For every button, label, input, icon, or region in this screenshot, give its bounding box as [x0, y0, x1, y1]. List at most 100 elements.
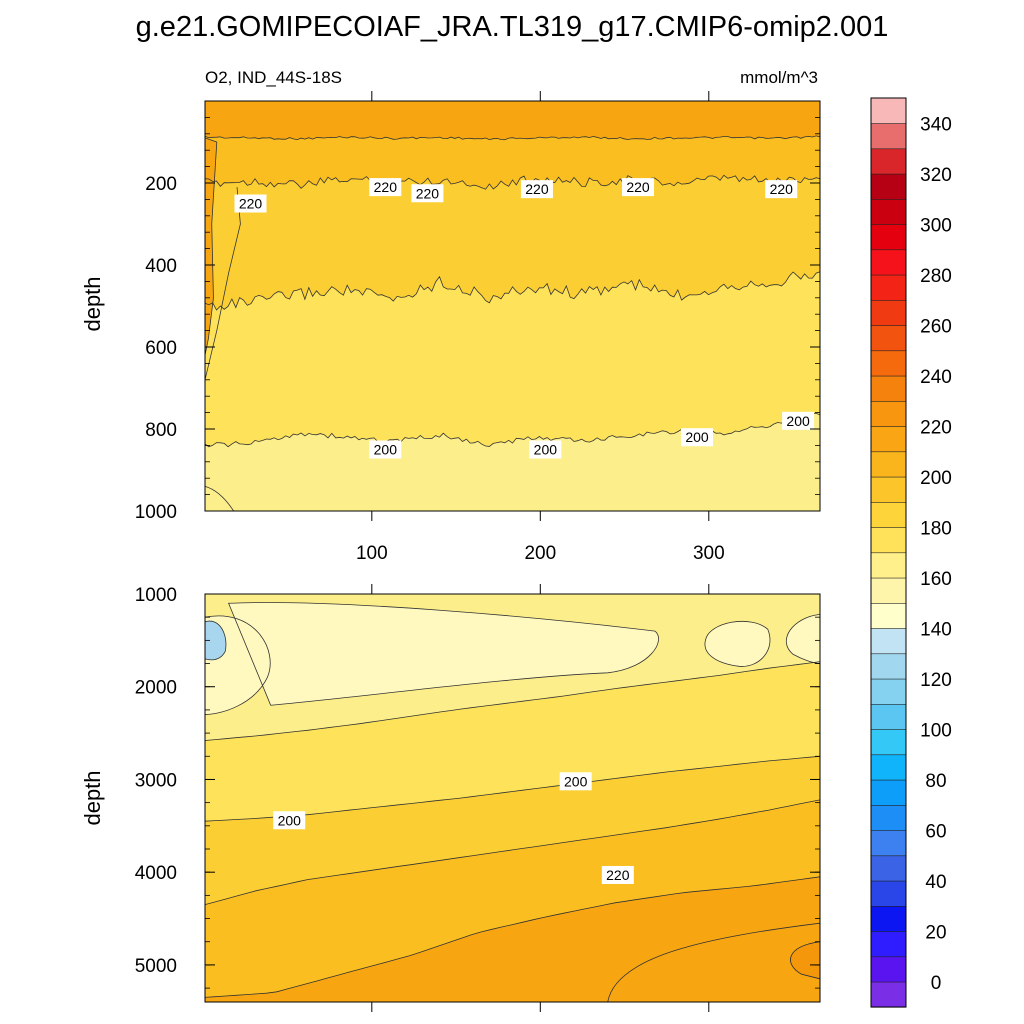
lo-ytick-label: 2000: [135, 678, 177, 699]
colorbar-swatch: [870, 350, 907, 377]
up-xtick-label: 300: [693, 543, 725, 564]
colorbar-label: 340: [920, 114, 952, 135]
up-contour-label-box: [234, 194, 267, 213]
lo-lt190-tongue-fill: [228, 602, 659, 706]
upper-contour-fills: [205, 101, 820, 511]
lo-contour-label-box: [273, 811, 306, 830]
lo-contour-label: 200: [273, 811, 306, 830]
colorbar-label: 200: [920, 468, 952, 489]
up-contour-label-box: [520, 180, 553, 199]
up-contour-label-text: 200: [685, 429, 709, 445]
lo-b230-region-line: [607, 922, 821, 1003]
colorbar-swatch: [870, 653, 907, 680]
up-contour-label: 200: [369, 440, 402, 459]
colorbar-swatch: [870, 400, 907, 427]
up-contour-label-box: [765, 180, 798, 199]
up-contour-230: [204, 135, 821, 141]
figure-title: g.e21.GOMIPECOIAF_JRA.TL319_g17.CMIP6-om…: [136, 11, 889, 43]
colorbar-swatch: [870, 501, 907, 528]
colorbar-swatch: [870, 804, 907, 831]
up-contour-label-text: 200: [786, 413, 810, 429]
colorbar-label: 140: [920, 619, 952, 640]
up-contour-label: 220: [369, 178, 402, 197]
colorbar-swatch: [870, 678, 907, 705]
colorbar-swatch: [870, 274, 907, 301]
lo-ytick-label: 3000: [135, 770, 177, 791]
colorbar-swatch: [870, 577, 907, 604]
lo-contour-label-text: 200: [564, 773, 588, 789]
colorbar-label: 120: [920, 670, 952, 691]
colorbar-swatch: [870, 627, 907, 655]
up-contour-label-box: [529, 440, 562, 459]
colorbar-label: 300: [920, 215, 952, 236]
lo-low150-patch-fill: [205, 621, 226, 660]
colorbar-swatch: [870, 299, 907, 326]
lo-contour-200: [204, 755, 821, 822]
lo-low150-patch-line: [204, 620, 227, 661]
lo-contour-label: 200: [559, 772, 592, 791]
up-contour-label-box: [369, 178, 402, 197]
lo-contour-label-text: 220: [606, 867, 630, 883]
colorbar-swatch: [870, 148, 907, 175]
colorbar-swatch: [870, 880, 907, 907]
up-contour-label-text: 220: [525, 181, 549, 197]
colorbar-swatch: [870, 855, 907, 882]
colorbar-label: 20: [925, 922, 946, 943]
lower-contour-fills: [205, 594, 820, 1002]
up-contour-200: [204, 412, 821, 448]
up-contour-label-box: [782, 411, 815, 430]
colorbar-swatch: [870, 829, 907, 857]
colorbar-label: 280: [920, 266, 952, 287]
upper-contour-labels: 220 220 220 220 220 220 200 200 200 200: [234, 178, 815, 459]
lo-ytick-label: 1000: [135, 585, 177, 606]
lo-contour-220: [204, 876, 821, 998]
up-contour-label-text: 220: [770, 181, 794, 197]
up-contour-label-text: 200: [374, 442, 398, 458]
up-contour-label-box: [681, 428, 713, 447]
lower-contour-labels: 200 200 220: [273, 772, 634, 884]
lo-lt190-east2-line: [786, 613, 821, 664]
colorbar-swatch: [870, 930, 907, 958]
colorbar-swatch: [870, 324, 907, 352]
upper-units-label: mmol/m^3: [740, 68, 818, 87]
lo-b230-region-fill: [607, 923, 820, 1002]
lower-contour-lines: [204, 602, 821, 1003]
up-contour-label: 200: [782, 411, 815, 430]
colorbar-label: 240: [920, 367, 952, 388]
lower-axes: 1000 2000 3000 4000 5000: [135, 584, 820, 1012]
up-contour-label-box: [622, 178, 655, 197]
colorbar-label: 40: [925, 872, 946, 893]
up-contour-label: 200: [529, 440, 562, 459]
colorbar-swatch: [870, 425, 907, 453]
colorbar-label: 320: [920, 165, 952, 186]
colorbar-label: 0: [931, 973, 942, 994]
up-contour-label: 220: [765, 180, 798, 199]
colorbar-swatch: [870, 981, 907, 1008]
lo-contour-label-text: 200: [278, 812, 302, 828]
up-ytick-label: 200: [145, 174, 177, 195]
colorbar-label: 100: [920, 720, 952, 741]
lower-plot-frame: [204, 593, 821, 1003]
up-contour-label-box: [411, 184, 444, 203]
up-xtick-label: 200: [524, 543, 556, 564]
up-contour-label-box: [369, 440, 402, 459]
up-band-230: [205, 101, 820, 140]
lo-ytick-label: 5000: [135, 956, 177, 977]
up-contour-210: [204, 271, 821, 311]
colorbar-swatch: [870, 526, 907, 554]
colorbar: 0 20 40 60 80 100 120 140 160 180 200 220 240 260 280 3…: [870, 97, 952, 1008]
colorbar-swatch: [870, 198, 907, 225]
upper-axes: 200 400 600 800 1000 100 200 300: [135, 91, 820, 564]
colorbar-label: 60: [925, 821, 946, 842]
up-ytick-label: 400: [145, 256, 177, 277]
up-contour-label-text: 220: [239, 196, 263, 212]
up-ytick-label: 1000: [135, 502, 177, 523]
colorbar-frame: [870, 97, 907, 1008]
colorbar-swatch: [870, 602, 907, 629]
colorbar-swatch: [870, 451, 907, 478]
colorbar-swatch: [870, 249, 907, 276]
up-ytick-label: 800: [145, 420, 177, 441]
up-contour-label-text: 220: [416, 185, 440, 201]
